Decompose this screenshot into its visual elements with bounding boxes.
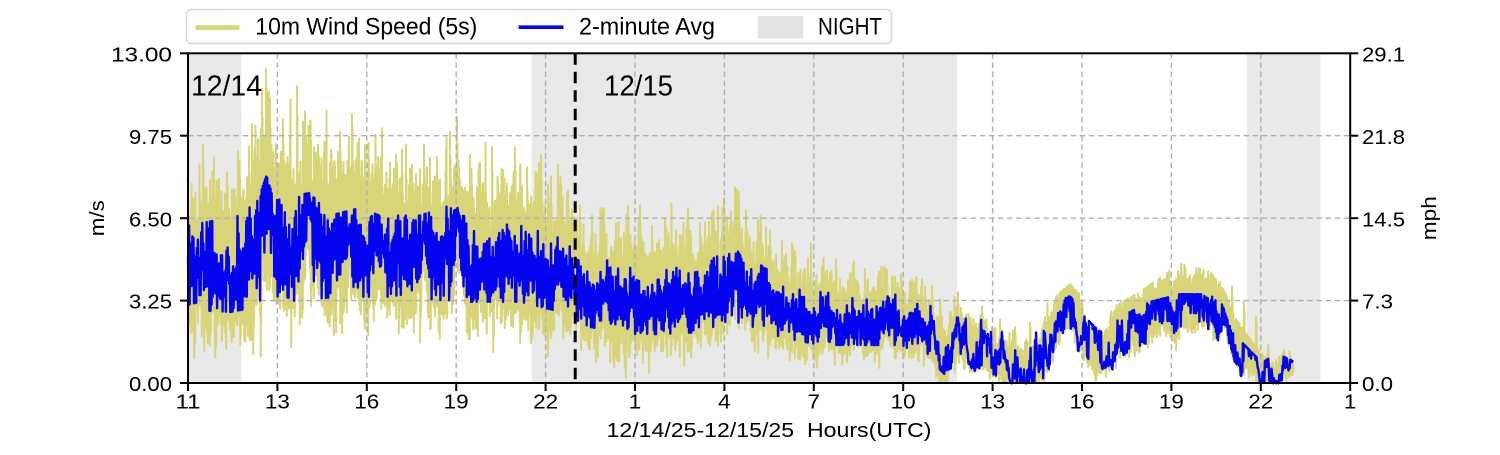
svg-text:13.00: 13.00 <box>111 43 172 66</box>
svg-text:4: 4 <box>718 391 731 414</box>
svg-text:1: 1 <box>1344 391 1357 414</box>
svg-text:19: 19 <box>444 391 469 414</box>
svg-text:mph: mph <box>1418 196 1441 240</box>
svg-text:NIGHT: NIGHT <box>818 14 882 41</box>
svg-text:13: 13 <box>265 391 290 414</box>
svg-text:22: 22 <box>1248 391 1273 414</box>
svg-text:12/15: 12/15 <box>604 71 673 103</box>
svg-text:10m Wind Speed (5s): 10m Wind Speed (5s) <box>255 14 477 41</box>
svg-text:16: 16 <box>1070 391 1095 414</box>
svg-text:7.3: 7.3 <box>1362 291 1393 314</box>
svg-text:14.5: 14.5 <box>1362 208 1405 231</box>
svg-text:2-minute Avg: 2-minute Avg <box>579 14 715 41</box>
svg-text:29.1: 29.1 <box>1362 43 1405 66</box>
svg-text:12/14: 12/14 <box>191 71 262 103</box>
svg-text:19: 19 <box>1159 391 1184 414</box>
svg-text:11: 11 <box>176 391 201 414</box>
svg-text:0.0: 0.0 <box>1362 373 1393 396</box>
svg-text:10: 10 <box>891 391 916 414</box>
svg-text:m/s: m/s <box>86 200 109 236</box>
svg-text:0.00: 0.00 <box>129 373 172 396</box>
svg-text:22: 22 <box>533 391 558 414</box>
svg-text:21.8: 21.8 <box>1362 126 1405 149</box>
svg-text:6.50: 6.50 <box>129 208 172 231</box>
svg-text:9.75: 9.75 <box>129 126 172 149</box>
svg-text:16: 16 <box>354 391 379 414</box>
svg-text:13: 13 <box>980 391 1005 414</box>
svg-text:12/14/25-12/15/25 Hours(UTC): 12/14/25-12/15/25 Hours(UTC) <box>607 419 932 442</box>
svg-text:1: 1 <box>629 391 642 414</box>
svg-text:3.25: 3.25 <box>129 291 172 314</box>
svg-text:7: 7 <box>808 391 821 414</box>
